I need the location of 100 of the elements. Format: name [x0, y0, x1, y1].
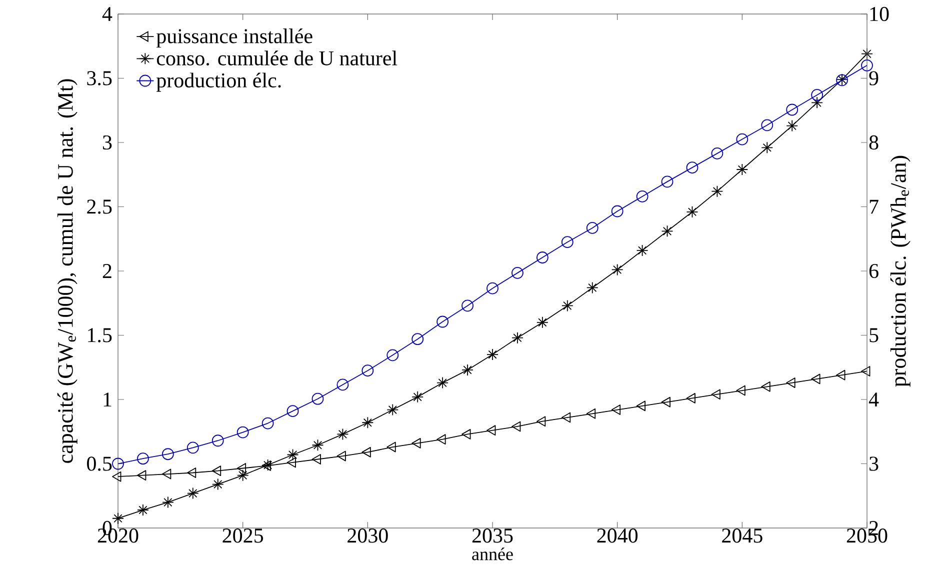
point: [386, 349, 399, 362]
y2-tick-label: 6: [869, 264, 878, 278]
point: [736, 164, 748, 176]
point: [312, 439, 324, 452]
y2-tick-label: 9: [869, 71, 878, 86]
x-tick-label: 2040: [597, 528, 638, 543]
point: [561, 412, 571, 423]
x-tick-label: 2045: [722, 528, 762, 543]
point: [112, 458, 124, 470]
y-axis-title: capacité (GW$_{e}$/1000), cumul de U nat. (Mt): [57, 79, 78, 463]
point: [112, 512, 124, 524]
y2-tick-label: 3: [870, 456, 878, 471]
point: [312, 392, 324, 405]
point: [761, 381, 770, 392]
point: [362, 416, 374, 429]
point: [561, 300, 574, 312]
point: [412, 390, 424, 403]
point: [512, 421, 521, 432]
y-tick-label: 4: [102, 7, 112, 21]
point: [686, 206, 698, 218]
point: [636, 244, 648, 256]
y2-tick-label: 7: [870, 200, 878, 214]
point: [236, 463, 246, 474]
point: [636, 190, 648, 202]
point: [561, 236, 574, 248]
point: [262, 459, 274, 471]
y-tick-label: 0.5: [87, 456, 112, 471]
point: [786, 378, 796, 388]
point: [661, 176, 674, 188]
point: [112, 471, 122, 482]
point: [462, 364, 474, 376]
point: [236, 469, 249, 482]
point: [536, 316, 548, 328]
point: [861, 366, 870, 376]
y-tick-label: 1.5: [88, 328, 112, 342]
y-tick-label: 3.5: [87, 71, 112, 86]
point: [611, 205, 624, 218]
point: [212, 478, 224, 490]
y2-tick-label: 8: [869, 135, 878, 150]
point: [786, 104, 798, 116]
point: [811, 374, 820, 384]
y-tick-label: 3: [102, 135, 112, 150]
point: [186, 487, 199, 500]
point: [736, 385, 746, 396]
point: [286, 405, 299, 418]
point: [262, 460, 271, 471]
point: [586, 282, 598, 294]
point: [336, 428, 349, 440]
point: [137, 504, 149, 516]
point: [486, 425, 496, 436]
point: [436, 376, 449, 389]
point: [636, 400, 646, 412]
point: [137, 452, 149, 465]
point: [286, 448, 299, 461]
point: [162, 448, 174, 460]
point: [462, 428, 471, 440]
point: [686, 162, 698, 174]
point: [536, 416, 546, 427]
y2-axis-title: production élc. (PWh$_{e}$/an): [890, 156, 910, 387]
point: [462, 300, 474, 312]
point: [811, 96, 824, 109]
point: [611, 264, 624, 276]
y2-tick-label: 5: [870, 328, 878, 342]
point: [386, 442, 396, 452]
point: [212, 434, 224, 447]
x-tick-label: 2030: [348, 528, 388, 543]
point: [162, 496, 174, 508]
legend-label: puissance installée: [156, 28, 312, 48]
legend-label: production élc.: [156, 72, 281, 92]
point: [286, 457, 296, 468]
point: [486, 282, 498, 294]
point: [137, 470, 146, 481]
point: [711, 147, 724, 160]
y-tick-label: 2: [102, 264, 112, 278]
point: [536, 252, 548, 264]
point: [436, 434, 446, 445]
point: [786, 120, 798, 132]
point: [412, 438, 421, 448]
y2-tick-label: 10: [870, 6, 889, 22]
point: [236, 426, 249, 438]
legend-label: conso. cumulée de U naturel: [156, 50, 398, 66]
point: [736, 133, 748, 146]
point: [436, 316, 449, 328]
point: [336, 378, 349, 391]
point: [212, 466, 222, 476]
point: [761, 119, 774, 132]
point: [761, 142, 774, 154]
x-axis-title: année: [472, 548, 513, 560]
point: [186, 468, 196, 478]
point: [512, 266, 524, 279]
point: [686, 393, 696, 404]
point: [586, 408, 596, 419]
point: [162, 468, 172, 480]
point: [836, 370, 846, 380]
point: [512, 332, 524, 344]
point: [661, 396, 670, 408]
x-tick-label: 2025: [222, 528, 264, 543]
point: [262, 417, 274, 430]
point: [486, 348, 498, 360]
x-tick-label: 2035: [472, 528, 513, 543]
